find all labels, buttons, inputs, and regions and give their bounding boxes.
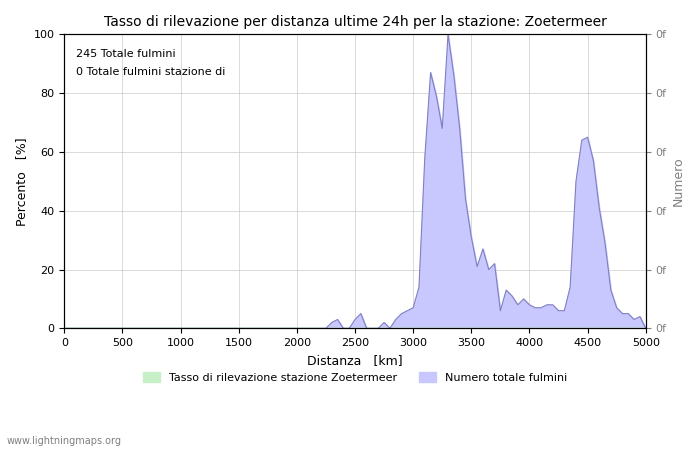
Text: 0 Totale fulmini stazione di: 0 Totale fulmini stazione di [76,67,225,76]
Y-axis label: Numero: Numero [672,157,685,206]
Text: 245 Totale fulmini: 245 Totale fulmini [76,49,176,59]
Title: Tasso di rilevazione per distanza ultime 24h per la stazione: Zoetermeer: Tasso di rilevazione per distanza ultime… [104,15,606,29]
Y-axis label: Percento   [%]: Percento [%] [15,137,28,225]
Legend: Tasso di rilevazione stazione Zoetermeer, Numero totale fulmini: Tasso di rilevazione stazione Zoetermeer… [139,368,571,387]
Text: www.lightningmaps.org: www.lightningmaps.org [7,436,122,446]
X-axis label: Distanza   [km]: Distanza [km] [307,354,402,367]
